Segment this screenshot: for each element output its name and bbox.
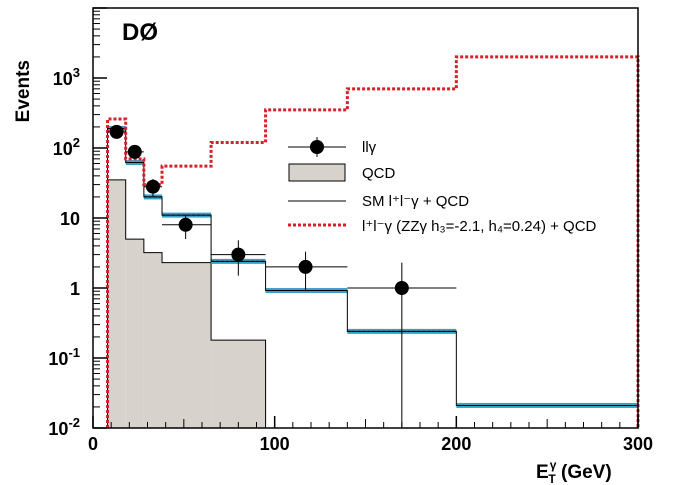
- y-tick-label-1: 10-1: [48, 345, 80, 369]
- legend: llγ QCD SM l⁺l⁻γ + QCD l⁺l⁻γ (ZZγ h₃=-2.…: [288, 137, 597, 235]
- y-tick-label-4: 102: [53, 135, 80, 159]
- legend-entry-qcd: QCD: [288, 163, 396, 182]
- x-axis-title-sup: γ: [550, 458, 557, 472]
- legend-qcd-swatch: [288, 163, 346, 182]
- y-tick-label-exp-4: 2: [73, 135, 80, 150]
- qcd-bar-1: [125, 239, 144, 428]
- y-tick-label-exp-1: -1: [68, 345, 80, 360]
- data-point-4: [231, 247, 246, 262]
- x-tick-label-2: 200: [441, 434, 471, 454]
- data-point-3: [178, 217, 193, 232]
- legend-entry-sm: SM l⁺l⁻γ + QCD: [288, 193, 469, 210]
- qcd-bar-0: [107, 179, 126, 428]
- x-tick-label-1: 100: [260, 434, 290, 454]
- data-point-5: [298, 259, 313, 274]
- y-tick-label-base-0: 10: [48, 419, 68, 439]
- data-points: [107, 124, 457, 428]
- y-tick-label-5: 103: [53, 65, 80, 89]
- y-axis-title: Events: [13, 60, 34, 122]
- y-tick-label-3: 10: [60, 209, 80, 229]
- legend-qcd-label: QCD: [362, 165, 396, 182]
- legend-anomalous-label: l⁺l⁻γ (ZZγ h₃=-2.1, h₄=0.24) + QCD: [362, 218, 597, 235]
- data-point-1: [127, 144, 142, 159]
- legend-entry-data: llγ: [288, 137, 377, 157]
- qcd-bar-4: [211, 340, 266, 428]
- data-point-2: [145, 179, 160, 194]
- y-tick-label-base-3: 10: [60, 209, 80, 229]
- qcd-bar-3: [162, 262, 212, 428]
- y-tick-label-exp-0: -2: [68, 415, 80, 430]
- qcd-outline: [107, 179, 267, 428]
- y-tick-label-base-4: 10: [53, 139, 73, 159]
- data-point-6: [394, 281, 409, 295]
- x-axis-title-unit: (GeV): [556, 462, 612, 483]
- legend-data-marker-dot: [310, 140, 324, 154]
- legend-data-label: llγ: [362, 139, 377, 156]
- y-tick-label-base-5: 10: [53, 69, 73, 89]
- y-tick-label-base-1: 10: [48, 349, 68, 369]
- x-axis-title-sub: T: [548, 472, 556, 485]
- x-axis-title-main: E: [536, 462, 549, 483]
- x-tick-label-0: 0: [88, 434, 98, 454]
- x-axis-title: Eγ T (GeV): [536, 458, 612, 485]
- qcd-histogram: [107, 179, 267, 428]
- y-tick-label-2: 1: [70, 279, 80, 299]
- x-tick-label-3: 300: [623, 434, 653, 454]
- qcd-bar-2: [143, 252, 163, 428]
- legend-entry-anomalous: l⁺l⁻γ (ZZγ h₃=-2.1, h₄=0.24) + QCD: [288, 218, 597, 235]
- experiment-label: DØ: [122, 19, 158, 46]
- data-point-0: [109, 124, 124, 139]
- y-tick-label-exp-5: 3: [73, 65, 80, 80]
- legend-sm-label: SM l⁺l⁻γ + QCD: [362, 193, 469, 210]
- y-tick-label-0: 10-2: [48, 415, 80, 439]
- y-tick-label-base-2: 1: [70, 279, 80, 299]
